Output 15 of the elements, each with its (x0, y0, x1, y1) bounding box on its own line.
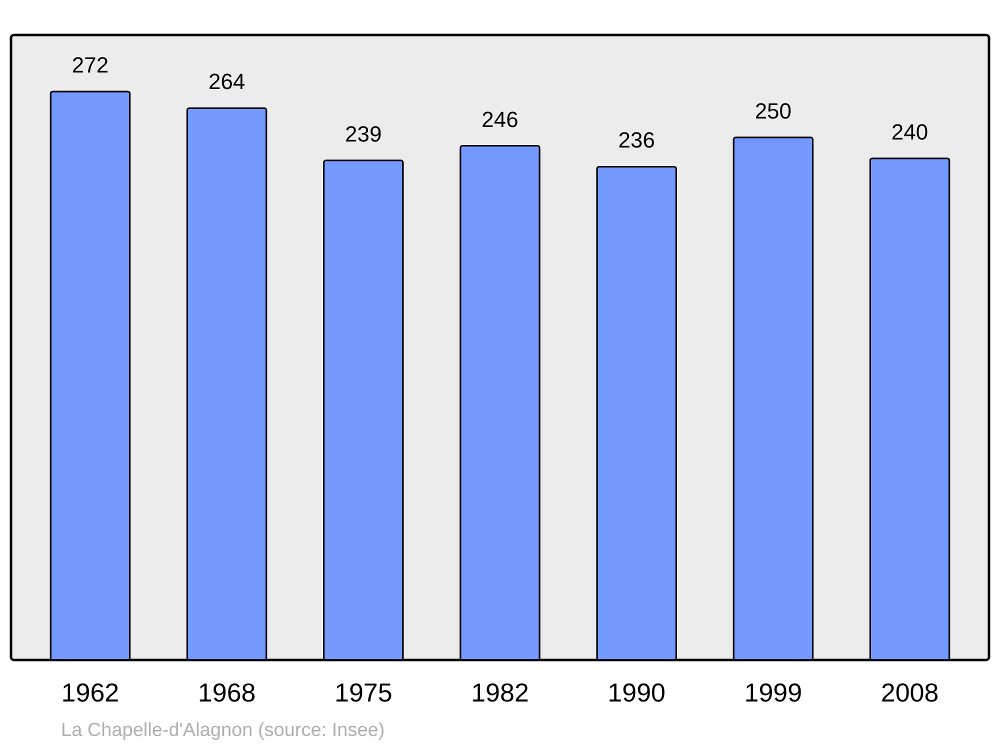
data-label: 272 (72, 52, 109, 78)
x-tick-label: 1962 (61, 678, 120, 708)
data-label: 240 (891, 119, 928, 144)
text: La Chapelle-d'Alagnon (source: Insee) (61, 720, 385, 741)
data-label: 239 (345, 121, 382, 146)
data-label: 246 (482, 106, 518, 132)
x-tick-label: 1968 (198, 678, 256, 708)
x-tick-label: 1982 (471, 678, 529, 708)
data-label: 264 (208, 69, 246, 94)
x-tick-label: 1975 (334, 678, 392, 708)
data-label: 236 (618, 128, 655, 153)
x-tick-label: 1999 (744, 678, 802, 708)
data-label: 250 (754, 98, 792, 124)
x-tick-label: 2008 (880, 678, 939, 708)
x-tick-label: 1990 (608, 678, 666, 708)
